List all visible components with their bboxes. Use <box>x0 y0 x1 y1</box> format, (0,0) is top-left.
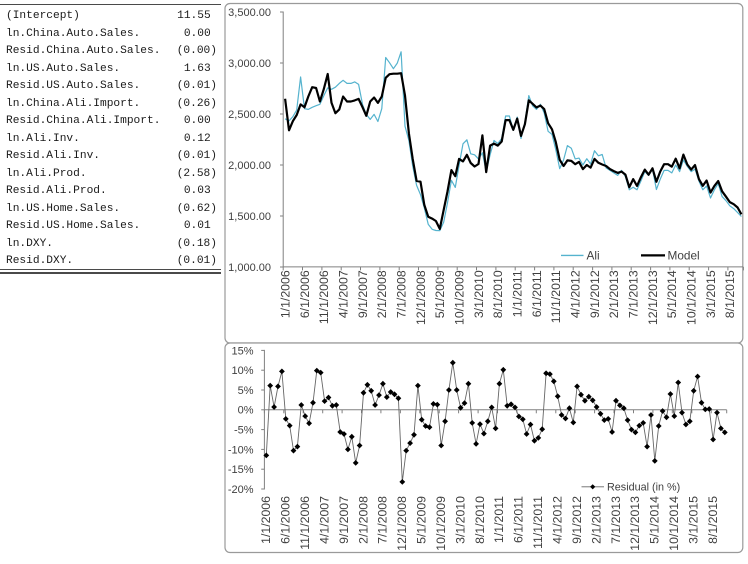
svg-text:5/1/2014: 5/1/2014 <box>665 270 679 318</box>
svg-text:2,000.00: 2,000.00 <box>228 160 271 172</box>
svg-text:1/1/2006: 1/1/2006 <box>279 270 293 318</box>
svg-text:2/1/2008: 2/1/2008 <box>356 496 370 544</box>
svg-text:5/1/2014: 5/1/2014 <box>648 496 662 544</box>
svg-text:1/1/2011: 1/1/2011 <box>492 496 506 543</box>
svg-text:8/1/2015: 8/1/2015 <box>723 270 737 318</box>
svg-text:6/1/2006: 6/1/2006 <box>279 496 293 544</box>
svg-text:-10%: -10% <box>228 444 254 456</box>
svg-text:15%: 15% <box>231 345 253 357</box>
svg-text:1,500.00: 1,500.00 <box>228 211 271 223</box>
svg-text:10/1/2009: 10/1/2009 <box>453 270 467 325</box>
svg-text:6/1/2011: 6/1/2011 <box>512 496 526 543</box>
svg-text:10%: 10% <box>231 365 253 377</box>
svg-text:10/1/2014: 10/1/2014 <box>667 496 681 551</box>
svg-text:7/1/2008: 7/1/2008 <box>376 496 390 544</box>
svg-text:3,000.00: 3,000.00 <box>228 58 271 70</box>
svg-text:0%: 0% <box>238 405 254 417</box>
svg-text:12/1/2008: 12/1/2008 <box>414 270 428 325</box>
svg-text:4/1/2012: 4/1/2012 <box>569 270 583 318</box>
svg-text:7/1/2013: 7/1/2013 <box>609 496 623 544</box>
svg-text:10/1/2009: 10/1/2009 <box>434 496 448 551</box>
svg-text:5%: 5% <box>238 385 254 397</box>
svg-text:3/1/2010: 3/1/2010 <box>472 270 486 318</box>
svg-text:6/1/2011: 6/1/2011 <box>530 270 544 317</box>
svg-text:2/1/2013: 2/1/2013 <box>607 270 621 318</box>
svg-text:3,500.00: 3,500.00 <box>228 7 271 19</box>
svg-text:Ali: Ali <box>587 248 600 262</box>
svg-text:8/1/2015: 8/1/2015 <box>706 496 720 544</box>
svg-text:4/1/2007: 4/1/2007 <box>337 270 351 318</box>
svg-text:5/1/2009: 5/1/2009 <box>415 496 429 544</box>
svg-text:7/1/2008: 7/1/2008 <box>395 270 409 318</box>
svg-text:-5%: -5% <box>234 425 254 437</box>
svg-text:3/1/2010: 3/1/2010 <box>453 496 467 544</box>
svg-text:2,500.00: 2,500.00 <box>228 109 271 121</box>
svg-text:6/1/2006: 6/1/2006 <box>298 270 312 318</box>
svg-text:1/1/2006: 1/1/2006 <box>259 496 273 544</box>
svg-text:2/1/2013: 2/1/2013 <box>589 496 603 544</box>
svg-text:8/1/2010: 8/1/2010 <box>473 496 487 544</box>
svg-text:9/1/2007: 9/1/2007 <box>337 496 351 544</box>
svg-text:12/1/2008: 12/1/2008 <box>395 496 409 551</box>
svg-text:4/1/2007: 4/1/2007 <box>317 496 331 544</box>
svg-text:1,000.00: 1,000.00 <box>228 262 271 274</box>
svg-text:Residual (in %): Residual (in %) <box>607 482 680 494</box>
svg-text:9/1/2012: 9/1/2012 <box>588 270 602 318</box>
svg-text:-20%: -20% <box>228 484 254 496</box>
svg-text:4/1/2012: 4/1/2012 <box>551 496 565 544</box>
svg-text:1/1/2011: 1/1/2011 <box>511 270 525 317</box>
svg-text:2/1/2008: 2/1/2008 <box>375 270 389 318</box>
svg-text:8/1/2010: 8/1/2010 <box>491 270 505 318</box>
svg-text:11/1/2011: 11/1/2011 <box>531 496 545 549</box>
svg-text:10/1/2014: 10/1/2014 <box>685 270 699 325</box>
svg-text:11/1/2011: 11/1/2011 <box>549 270 563 323</box>
svg-text:5/1/2009: 5/1/2009 <box>433 270 447 318</box>
svg-text:7/1/2013: 7/1/2013 <box>627 270 641 318</box>
svg-text:12/1/2013: 12/1/2013 <box>628 496 642 551</box>
svg-text:3/1/2015: 3/1/2015 <box>687 496 701 544</box>
svg-text:11/1/2006: 11/1/2006 <box>298 496 312 550</box>
svg-text:9/1/2012: 9/1/2012 <box>570 496 584 544</box>
svg-text:Model: Model <box>668 248 700 262</box>
svg-text:-15%: -15% <box>228 464 254 476</box>
svg-text:9/1/2007: 9/1/2007 <box>356 270 370 318</box>
svg-text:12/1/2013: 12/1/2013 <box>646 270 660 325</box>
svg-text:3/1/2015: 3/1/2015 <box>704 270 718 318</box>
svg-text:11/1/2006: 11/1/2006 <box>317 270 331 324</box>
